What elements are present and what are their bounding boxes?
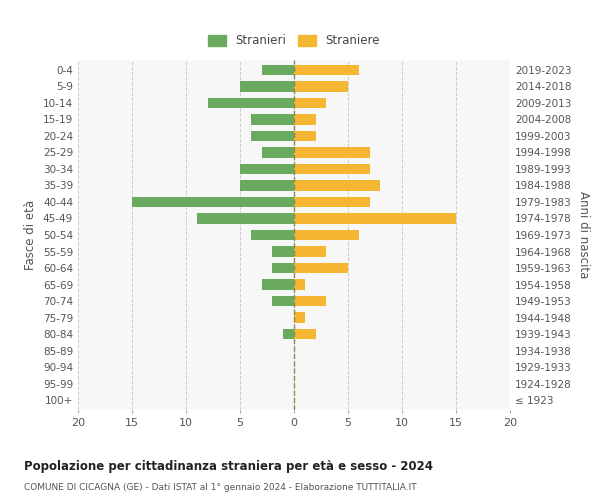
Bar (294, 296, 326, 306)
Legend: Stranieri, Straniere: Stranieri, Straniere (205, 31, 383, 51)
Bar (294, 64, 359, 76)
Bar (240, 180, 294, 191)
Bar (294, 196, 370, 207)
Bar (294, 213, 456, 224)
Bar (272, 296, 294, 306)
Y-axis label: Fasce di età: Fasce di età (25, 200, 37, 270)
Bar (251, 130, 294, 141)
Bar (294, 81, 348, 92)
Bar (294, 328, 316, 340)
Bar (294, 246, 326, 257)
Bar (251, 114, 294, 125)
Bar (197, 213, 294, 224)
Bar (240, 164, 294, 174)
Bar (208, 98, 294, 108)
Bar (272, 262, 294, 274)
Bar (262, 147, 294, 158)
Text: Popolazione per cittadinanza straniera per età e sesso - 2024: Popolazione per cittadinanza straniera p… (24, 460, 433, 473)
Bar (294, 230, 359, 240)
Bar (294, 130, 316, 141)
Bar (294, 262, 348, 274)
Bar (283, 328, 294, 340)
Bar (294, 312, 305, 323)
Text: COMUNE DI CICAGNA (GE) - Dati ISTAT al 1° gennaio 2024 - Elaborazione TUTTITALIA: COMUNE DI CICAGNA (GE) - Dati ISTAT al 1… (24, 482, 416, 492)
Bar (294, 180, 380, 191)
Bar (251, 230, 294, 240)
Bar (262, 279, 294, 290)
Bar (294, 114, 316, 125)
Bar (294, 164, 370, 174)
Bar (294, 279, 305, 290)
Bar (272, 246, 294, 257)
Bar (294, 98, 326, 108)
Bar (262, 64, 294, 76)
Y-axis label: Anni di nascita: Anni di nascita (577, 192, 590, 278)
Bar (132, 196, 294, 207)
Bar (240, 81, 294, 92)
Bar (294, 147, 370, 158)
